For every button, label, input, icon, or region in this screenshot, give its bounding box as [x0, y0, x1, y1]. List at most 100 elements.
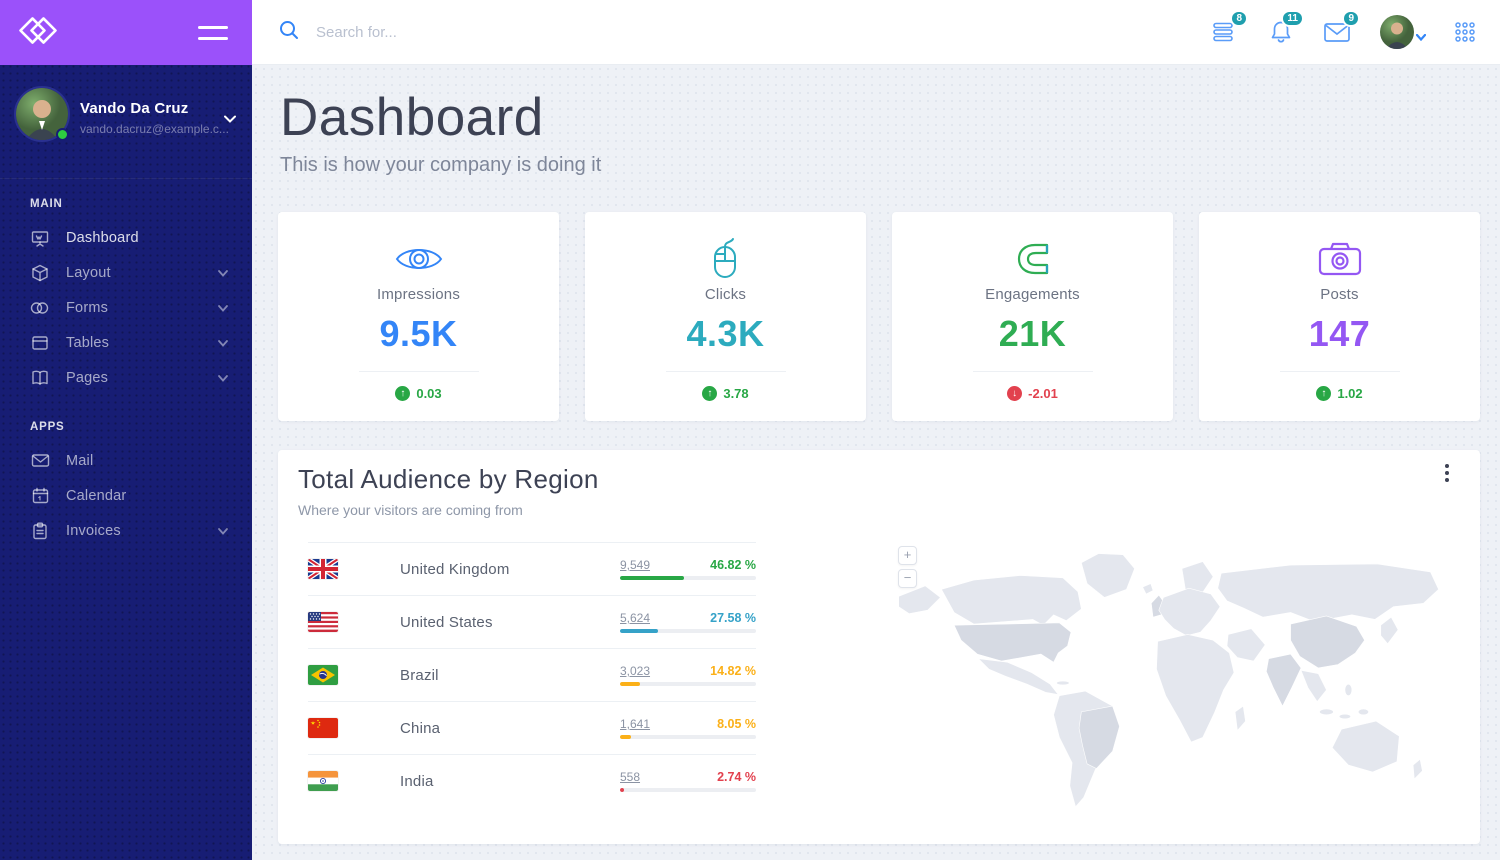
- dashboard-icon: [30, 228, 50, 248]
- country-meter: 3,023 14.82 %: [620, 664, 756, 686]
- sidebar-item-label: Pages: [66, 369, 109, 386]
- online-status-dot: [56, 128, 69, 141]
- map-zoom-in-button[interactable]: +: [898, 546, 917, 565]
- main-content: Dashboard This is how your company is do…: [252, 65, 1500, 860]
- sidebar-item-mail[interactable]: Mail: [0, 443, 252, 478]
- table-row-brazil[interactable]: Brazil 3,023 14.82 %: [308, 648, 756, 701]
- page-subtitle: This is how your company is doing it: [280, 154, 602, 176]
- calendar-icon: [30, 486, 50, 506]
- sidebar-item-forms[interactable]: Forms: [0, 290, 252, 325]
- country-percent: 14.82 %: [710, 664, 756, 678]
- sidebar-item-layout[interactable]: Layout: [0, 255, 252, 290]
- mouse-icon: [585, 238, 866, 280]
- tasks-button[interactable]: 8: [1212, 10, 1248, 45]
- notifications-button[interactable]: 11: [1268, 10, 1304, 45]
- country-name: India: [400, 772, 434, 790]
- sidebar-item-label: Calendar: [66, 487, 127, 504]
- brand-logo-icon[interactable]: [16, 16, 60, 50]
- user-menu-chevron-down-icon[interactable]: [224, 110, 236, 128]
- country-name: Brazil: [400, 666, 439, 684]
- profile-menu-button[interactable]: [1380, 15, 1427, 49]
- stat-delta: ↑ 0.03: [278, 386, 559, 401]
- country-percent: 27.58 %: [710, 611, 756, 625]
- chevron-down-icon: [218, 370, 228, 386]
- nav-section-main: MAIN: [30, 198, 63, 210]
- sidebar-item-label: Forms: [66, 299, 109, 316]
- country-name: China: [400, 719, 441, 737]
- stat-divider: [972, 371, 1093, 372]
- flag-brazil-icon: [308, 665, 338, 685]
- world-map-svg: [898, 553, 1439, 808]
- country-list: United Kingdom 9,549 46.82 % United State…: [308, 542, 756, 807]
- country-value: 1,641: [620, 717, 651, 731]
- audience-title: Total Audience by Region: [298, 464, 599, 494]
- sidebar-toggle-icon[interactable]: [198, 18, 228, 48]
- stats-row: Impressions 9.5K ↑ 0.03 Clicks 4.3K ↑ 3.…: [278, 212, 1480, 421]
- flag-china-icon: [308, 718, 338, 738]
- sidebar-user-card[interactable]: Vando Da Cruz vando.dacruz@example.c...: [0, 84, 252, 176]
- stat-delta: ↑ 3.78: [585, 386, 866, 401]
- stat-card-posts[interactable]: Posts 147 ↑ 1.02: [1199, 212, 1480, 421]
- map-zoom-controls: + −: [898, 546, 917, 588]
- stat-delta-value: 0.03: [416, 386, 442, 401]
- country-meter: 5,624 27.58 %: [620, 611, 756, 633]
- search-input[interactable]: [316, 23, 616, 41]
- chevron-down-icon: [218, 265, 228, 281]
- sidebar-item-label: Tables: [66, 334, 110, 351]
- progress-track: [620, 682, 756, 686]
- camera-icon: [1199, 238, 1480, 280]
- country-percent: 46.82 %: [710, 558, 756, 572]
- stat-divider: [665, 371, 786, 372]
- messages-badge: 9: [1342, 10, 1360, 27]
- messages-button[interactable]: 9: [1324, 10, 1360, 45]
- table-row-united-kingdom[interactable]: United Kingdom 9,549 46.82 %: [308, 542, 756, 595]
- stat-card-impressions[interactable]: Impressions 9.5K ↑ 0.03: [278, 212, 559, 421]
- world-map[interactable]: + −: [886, 536, 1464, 830]
- apps-grid-icon[interactable]: [1452, 19, 1478, 45]
- profile-chevron-down-icon: [1415, 28, 1427, 46]
- stat-card-clicks[interactable]: Clicks 4.3K ↑ 3.78: [585, 212, 866, 421]
- sidebar-item-pages[interactable]: Pages: [0, 360, 252, 395]
- table-row-india[interactable]: India 558 2.74 %: [308, 754, 756, 807]
- page-header: Dashboard This is how your company is do…: [252, 65, 1500, 177]
- sidebar-item-calendar[interactable]: Calendar: [0, 478, 252, 513]
- stat-card-engagements[interactable]: Engagements 21K ↓ -2.01: [892, 212, 1173, 421]
- stat-label: Impressions: [376, 286, 461, 303]
- stat-value: 21K: [998, 313, 1067, 354]
- card-menu-kebab-icon[interactable]: [1438, 462, 1456, 484]
- country-value: 558: [620, 770, 641, 784]
- table-icon: [30, 333, 50, 353]
- stat-label: Engagements: [985, 286, 1080, 303]
- stat-value: 147: [1308, 313, 1371, 354]
- table-row-united-states[interactable]: United States 5,624 27.58 %: [308, 595, 756, 648]
- stat-delta: ↑ 1.02: [1199, 386, 1480, 401]
- sidebar-nav: MAIN Dashboard Layout Forms: [0, 182, 252, 548]
- audience-subtitle: Where your visitors are coming from: [298, 502, 523, 518]
- page-title: Dashboard: [280, 88, 544, 147]
- sidebar-item-label: Mail: [66, 452, 94, 469]
- country-value: 5,624: [620, 611, 651, 625]
- progress-fill: [620, 576, 684, 580]
- sidebar-item-tables[interactable]: Tables: [0, 325, 252, 360]
- table-row-china[interactable]: China 1,641 8.05 %: [308, 701, 756, 754]
- user-email: vando.dacruz@example.c...: [80, 122, 229, 136]
- sidebar-item-dashboard[interactable]: Dashboard: [0, 220, 252, 255]
- progress-track: [620, 629, 756, 633]
- progress-track: [620, 735, 756, 739]
- country-percent: 2.74 %: [717, 770, 756, 784]
- country-value: 9,549: [620, 558, 651, 572]
- map-zoom-out-button[interactable]: −: [898, 569, 917, 588]
- sidebar-item-invoices[interactable]: Invoices: [0, 513, 252, 548]
- flag-united-states-icon: [308, 612, 338, 632]
- country-name: United States: [400, 613, 493, 631]
- topbar: 8 11 9: [252, 0, 1500, 65]
- search-icon[interactable]: [278, 19, 300, 46]
- chevron-down-icon: [218, 300, 228, 316]
- flag-india-icon: [308, 771, 338, 791]
- stat-delta-value: -2.01: [1028, 386, 1058, 401]
- progress-track: [620, 788, 756, 792]
- layout-cube-icon: [30, 263, 50, 283]
- topbar-actions: 8 11 9: [1212, 10, 1500, 49]
- nav-section-apps: APPS: [30, 421, 65, 433]
